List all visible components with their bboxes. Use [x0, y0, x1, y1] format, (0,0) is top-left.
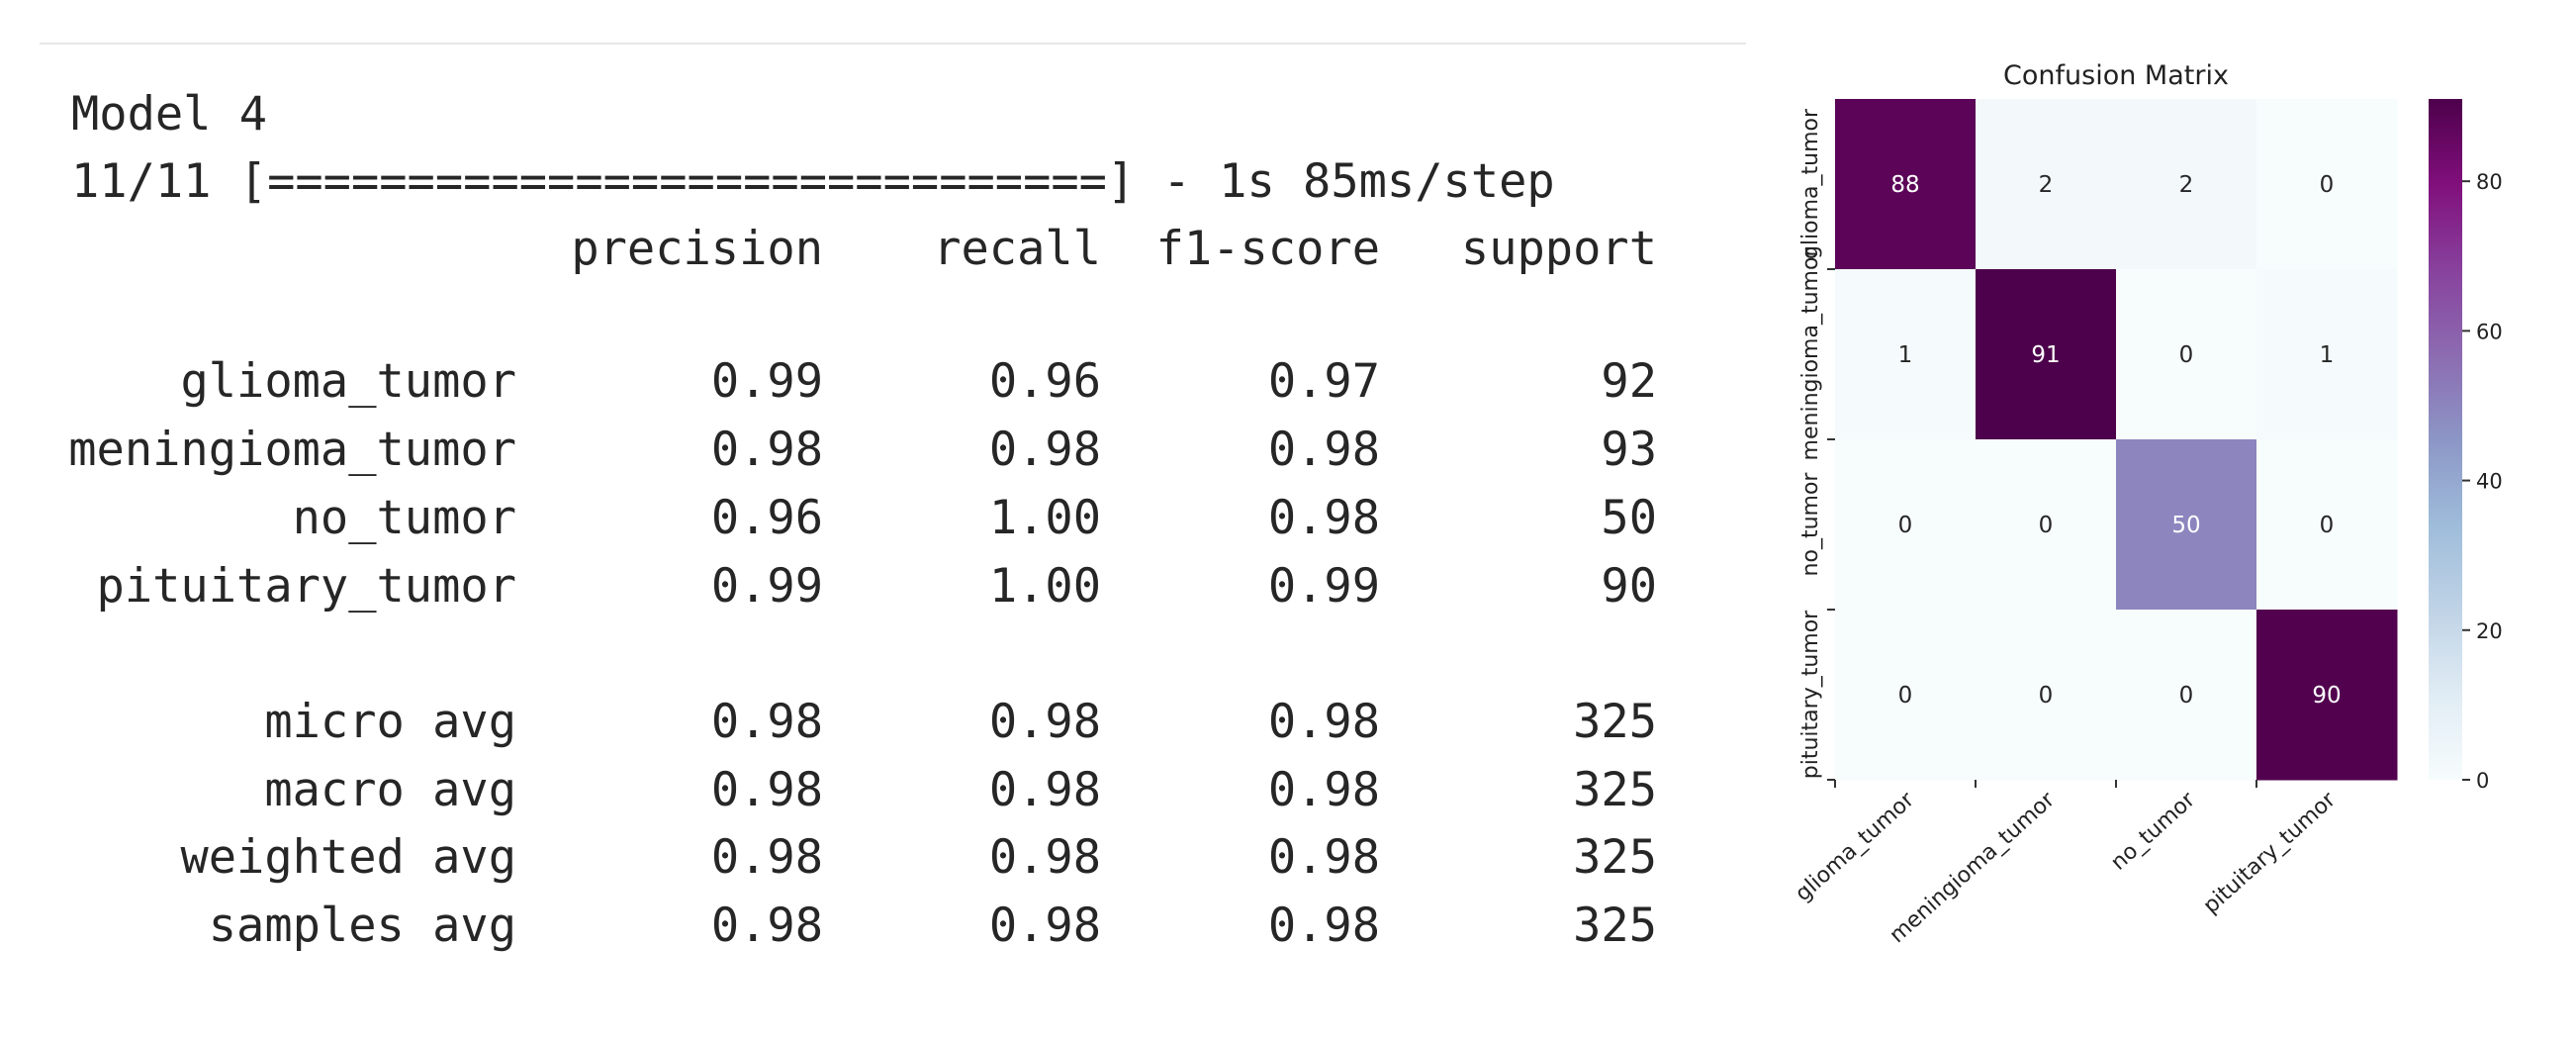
- y-tick-label: no_tumor: [1798, 472, 1823, 577]
- console-output: Model 4 11/11 [=========================…: [68, 87, 1657, 953]
- model-title: Model 4: [71, 87, 268, 142]
- heatmap-cell: [2256, 99, 2398, 270]
- report-cell-f1: 0.99: [1267, 559, 1380, 614]
- heatmap-cell: [2256, 610, 2398, 781]
- heatmap-cell: [1976, 99, 2117, 270]
- cell-value: 0: [2179, 342, 2194, 368]
- report-avg-f1: 0.98: [1267, 830, 1380, 885]
- progress-line: 11/11 [==============================] -…: [71, 154, 1555, 209]
- report-cell-f1: 0.97: [1267, 354, 1380, 409]
- report-row-label: no_tumor: [292, 491, 516, 545]
- heatmap-cell: [1835, 269, 1977, 440]
- report-cell-recall: 1.00: [988, 559, 1101, 614]
- report-cell-f1: 0.98: [1267, 423, 1380, 477]
- report-avg-precision: 0.98: [710, 695, 823, 749]
- report-avg-precision: 0.98: [710, 762, 823, 817]
- report-row-label: meningioma_tumor: [68, 423, 516, 477]
- cell-value: 91: [2031, 342, 2060, 368]
- y-tick-label: meningioma_tumor: [1798, 247, 1823, 461]
- report-cell-support: 50: [1601, 491, 1657, 545]
- report-row-label: glioma_tumor: [180, 354, 516, 409]
- cell-value: 50: [2171, 513, 2200, 538]
- cell-value: 0: [2320, 513, 2335, 538]
- report-avg-recall: 0.98: [988, 898, 1101, 953]
- cell-divider: [40, 43, 1746, 45]
- colorbar-tick-label: 0: [2476, 769, 2489, 793]
- confusion-matrix-panel: Confusion Matrix 88 2 2 0 1 91 0 1 0 0 50 0 0 0 0 90 glio…: [1741, 40, 2576, 1042]
- heatmap-cell: [1835, 99, 1977, 270]
- cell-value: 0: [1898, 513, 1913, 538]
- heatmap-cell: [1976, 610, 2117, 781]
- report-cell-precision: 0.99: [710, 354, 823, 409]
- report-avg-support: 325: [1573, 898, 1657, 953]
- report-avg-precision: 0.98: [710, 830, 823, 885]
- cell-value: 90: [2312, 683, 2341, 709]
- report-avg-support: 325: [1573, 695, 1657, 749]
- report-cell-precision: 0.96: [710, 491, 823, 545]
- heatmap-cell: [2256, 439, 2398, 611]
- header-precision: precision: [571, 222, 823, 276]
- y-tick-label: pituitary_tumor: [1798, 610, 1823, 779]
- heatmap-cell: [2116, 439, 2257, 611]
- report-avg-label: micro avg: [264, 695, 516, 749]
- report-cell-support: 93: [1601, 423, 1657, 477]
- report-cell-f1: 0.98: [1267, 491, 1380, 545]
- heatmap-cell: [2116, 99, 2257, 270]
- x-tick-label: glioma_tumor: [1791, 787, 1919, 906]
- report-cell-precision: 0.98: [710, 423, 823, 477]
- x-tick-label: pituitary_tumor: [2199, 787, 2342, 918]
- heatmap-cell: [1976, 269, 2117, 440]
- report-cell-precision: 0.99: [710, 559, 823, 614]
- cell-value: 2: [2039, 172, 2054, 198]
- colorbar: [2429, 99, 2462, 780]
- report-avg-label: weighted avg: [180, 830, 516, 885]
- report-cell-support: 90: [1601, 559, 1657, 614]
- report-row-label: pituitary_tumor: [96, 559, 516, 614]
- cell-value: 2: [2179, 172, 2194, 198]
- cell-value: 0: [2039, 513, 2054, 538]
- cell-value: 0: [2179, 683, 2194, 709]
- cell-value: 1: [1898, 342, 1913, 368]
- report-avg-support: 325: [1573, 830, 1657, 885]
- report-avg-support: 325: [1573, 762, 1657, 817]
- report-avg-f1: 0.98: [1267, 898, 1380, 953]
- cell-value: 1: [2320, 342, 2335, 368]
- report-avg-recall: 0.98: [988, 762, 1101, 817]
- report-avg-recall: 0.98: [988, 695, 1101, 749]
- cell-value: 0: [2039, 683, 2054, 709]
- y-tick-label: glioma_tumor: [1798, 108, 1823, 259]
- report-avg-precision: 0.98: [710, 898, 823, 953]
- heatmap-cell: [1835, 439, 1977, 611]
- heatmap-cell: [1835, 610, 1977, 781]
- header-recall: recall: [933, 222, 1101, 276]
- colorbar-tick-label: 20: [2476, 619, 2503, 643]
- chart-title: Confusion Matrix: [2003, 60, 2229, 91]
- heatmap-cell: [2116, 269, 2257, 440]
- heatmap-cell: [2256, 269, 2398, 440]
- report-cell-recall: 0.96: [988, 354, 1101, 409]
- report-cell-recall: 1.00: [988, 491, 1101, 545]
- header-support: support: [1460, 222, 1657, 276]
- report-cell-recall: 0.98: [988, 423, 1101, 477]
- cell-value: 0: [1898, 683, 1913, 709]
- heatmap-cell: [2116, 610, 2257, 781]
- header-f1-score: f1-score: [1155, 222, 1380, 276]
- report-avg-f1: 0.98: [1267, 695, 1380, 749]
- report-cell-support: 92: [1601, 354, 1657, 409]
- x-tick-label: no_tumor: [2106, 787, 2200, 875]
- heatmap-cell: [1976, 439, 2117, 611]
- report-avg-recall: 0.98: [988, 830, 1101, 885]
- cell-value: 88: [1890, 172, 1919, 198]
- cell-value: 0: [2320, 172, 2335, 198]
- colorbar-tick-label: 60: [2476, 320, 2503, 343]
- colorbar-tick-label: 80: [2476, 170, 2503, 194]
- colorbar-tick-label: 40: [2476, 470, 2503, 494]
- report-avg-label: samples avg: [208, 898, 516, 953]
- report-avg-label: macro avg: [264, 762, 516, 817]
- report-avg-f1: 0.98: [1267, 762, 1380, 817]
